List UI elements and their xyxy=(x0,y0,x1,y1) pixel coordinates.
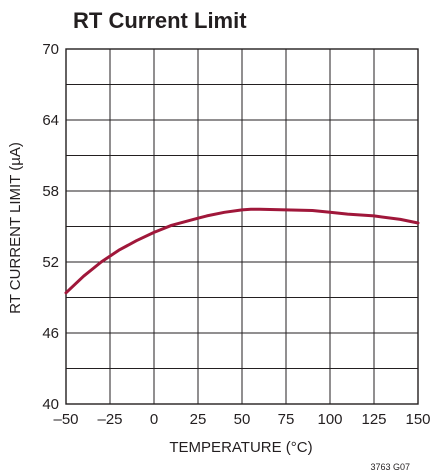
y-tick-label: 46 xyxy=(42,325,59,342)
x-tick-labels: –50 –25 0 25 50 75 100 125 150 xyxy=(53,411,430,428)
x-tick-label: 50 xyxy=(234,411,251,428)
y-tick-labels: 40 46 52 58 64 70 xyxy=(42,41,59,413)
x-tick-label: –25 xyxy=(97,411,122,428)
grid xyxy=(66,49,418,404)
x-tick-label: –50 xyxy=(53,411,78,428)
y-tick-label: 52 xyxy=(42,254,59,271)
x-tick-label: 100 xyxy=(317,411,342,428)
figure-id: 3763 G07 xyxy=(370,462,410,472)
x-axis-label: TEMPERATURE (°C) xyxy=(169,439,312,456)
y-tick-label: 64 xyxy=(42,112,59,129)
y-tick-label: 40 xyxy=(42,396,59,413)
series-line xyxy=(64,207,420,295)
x-tick-label: 75 xyxy=(278,411,295,428)
plot-frame xyxy=(65,48,419,405)
y-tick-label: 58 xyxy=(42,183,59,200)
y-axis-label: RT CURRENT LIMIT (µA) xyxy=(7,142,24,314)
x-tick-label: 125 xyxy=(361,411,386,428)
y-tick-label: 70 xyxy=(42,41,59,58)
x-tick-label: 25 xyxy=(190,411,207,428)
x-tick-label: 150 xyxy=(405,411,430,428)
x-tick-label: 0 xyxy=(150,411,158,428)
chart-title: RT Current Limit xyxy=(73,8,247,33)
